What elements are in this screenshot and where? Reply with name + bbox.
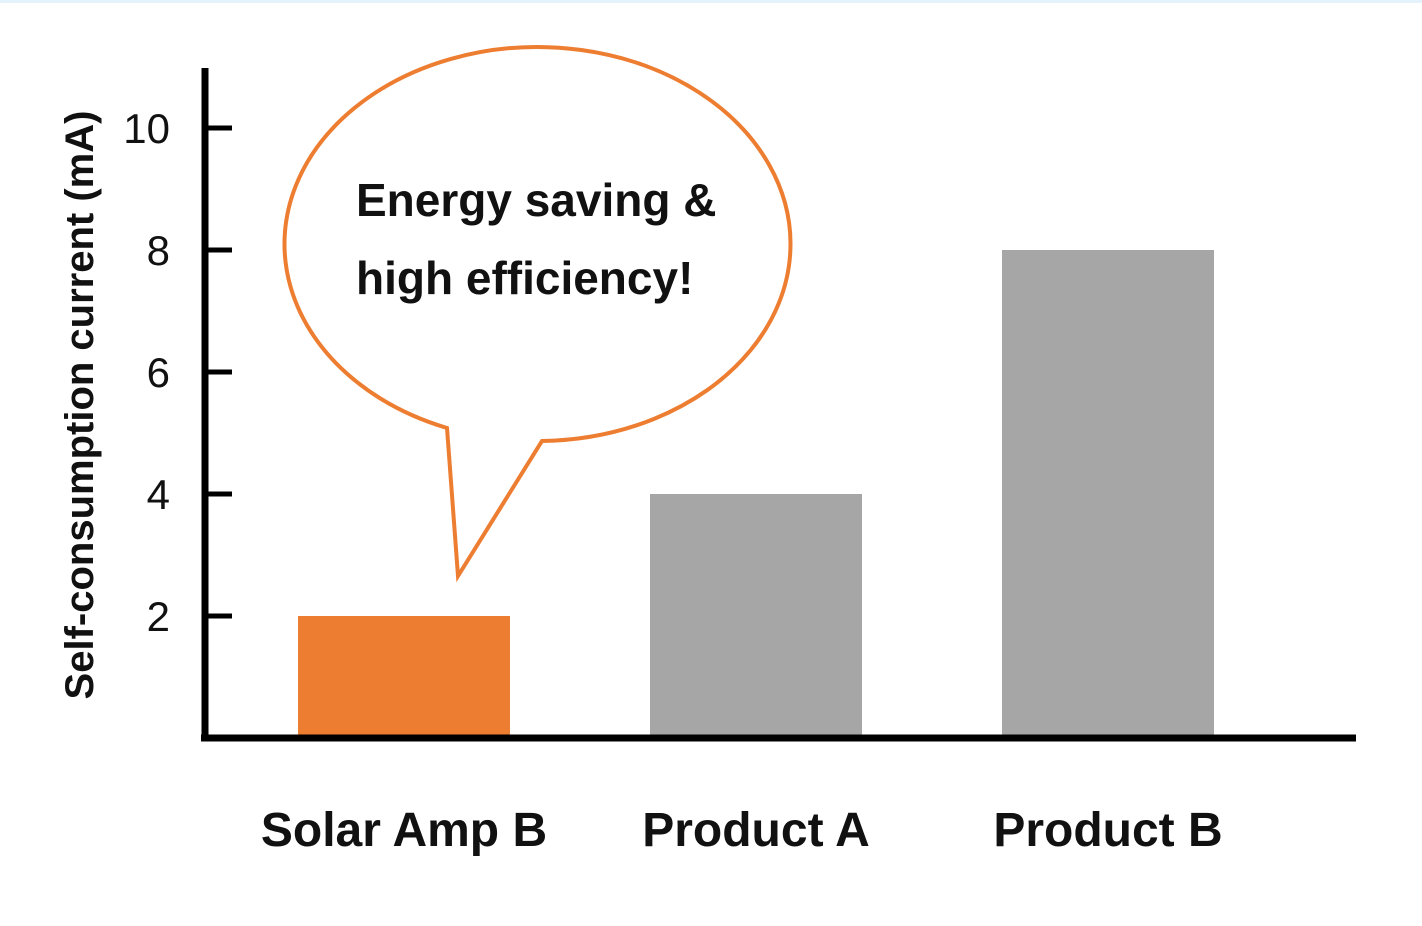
bars — [298, 250, 1214, 738]
annotation-line-2: high efficiency! — [356, 252, 693, 304]
x-category-label: Product A — [642, 804, 870, 857]
speech-bubble-shape — [282, 45, 793, 583]
bar — [650, 494, 862, 738]
y-tick-label: 2 — [147, 593, 170, 640]
y-tick-label: 8 — [147, 227, 170, 274]
y-tick-label: 4 — [147, 471, 170, 518]
x-category-label: Solar Amp B — [261, 804, 547, 857]
y-axis-ticks: 2 4 6 8 10 — [123, 105, 232, 640]
speech-bubble-annotation: Energy saving & high efficiency! — [282, 45, 793, 583]
bar — [298, 616, 510, 738]
x-axis-labels: Solar Amp B Product A Product B — [261, 804, 1223, 857]
y-axis-title: Self-consumption current (mA) — [58, 111, 102, 700]
y-tick-label: 6 — [147, 349, 170, 396]
bar — [1002, 250, 1214, 738]
axes — [201, 68, 1356, 742]
x-category-label: Product B — [993, 804, 1222, 857]
y-tick-label: 10 — [123, 105, 170, 152]
annotation-line-1: Energy saving & — [356, 174, 716, 226]
top-border-line — [0, 0, 1422, 3]
